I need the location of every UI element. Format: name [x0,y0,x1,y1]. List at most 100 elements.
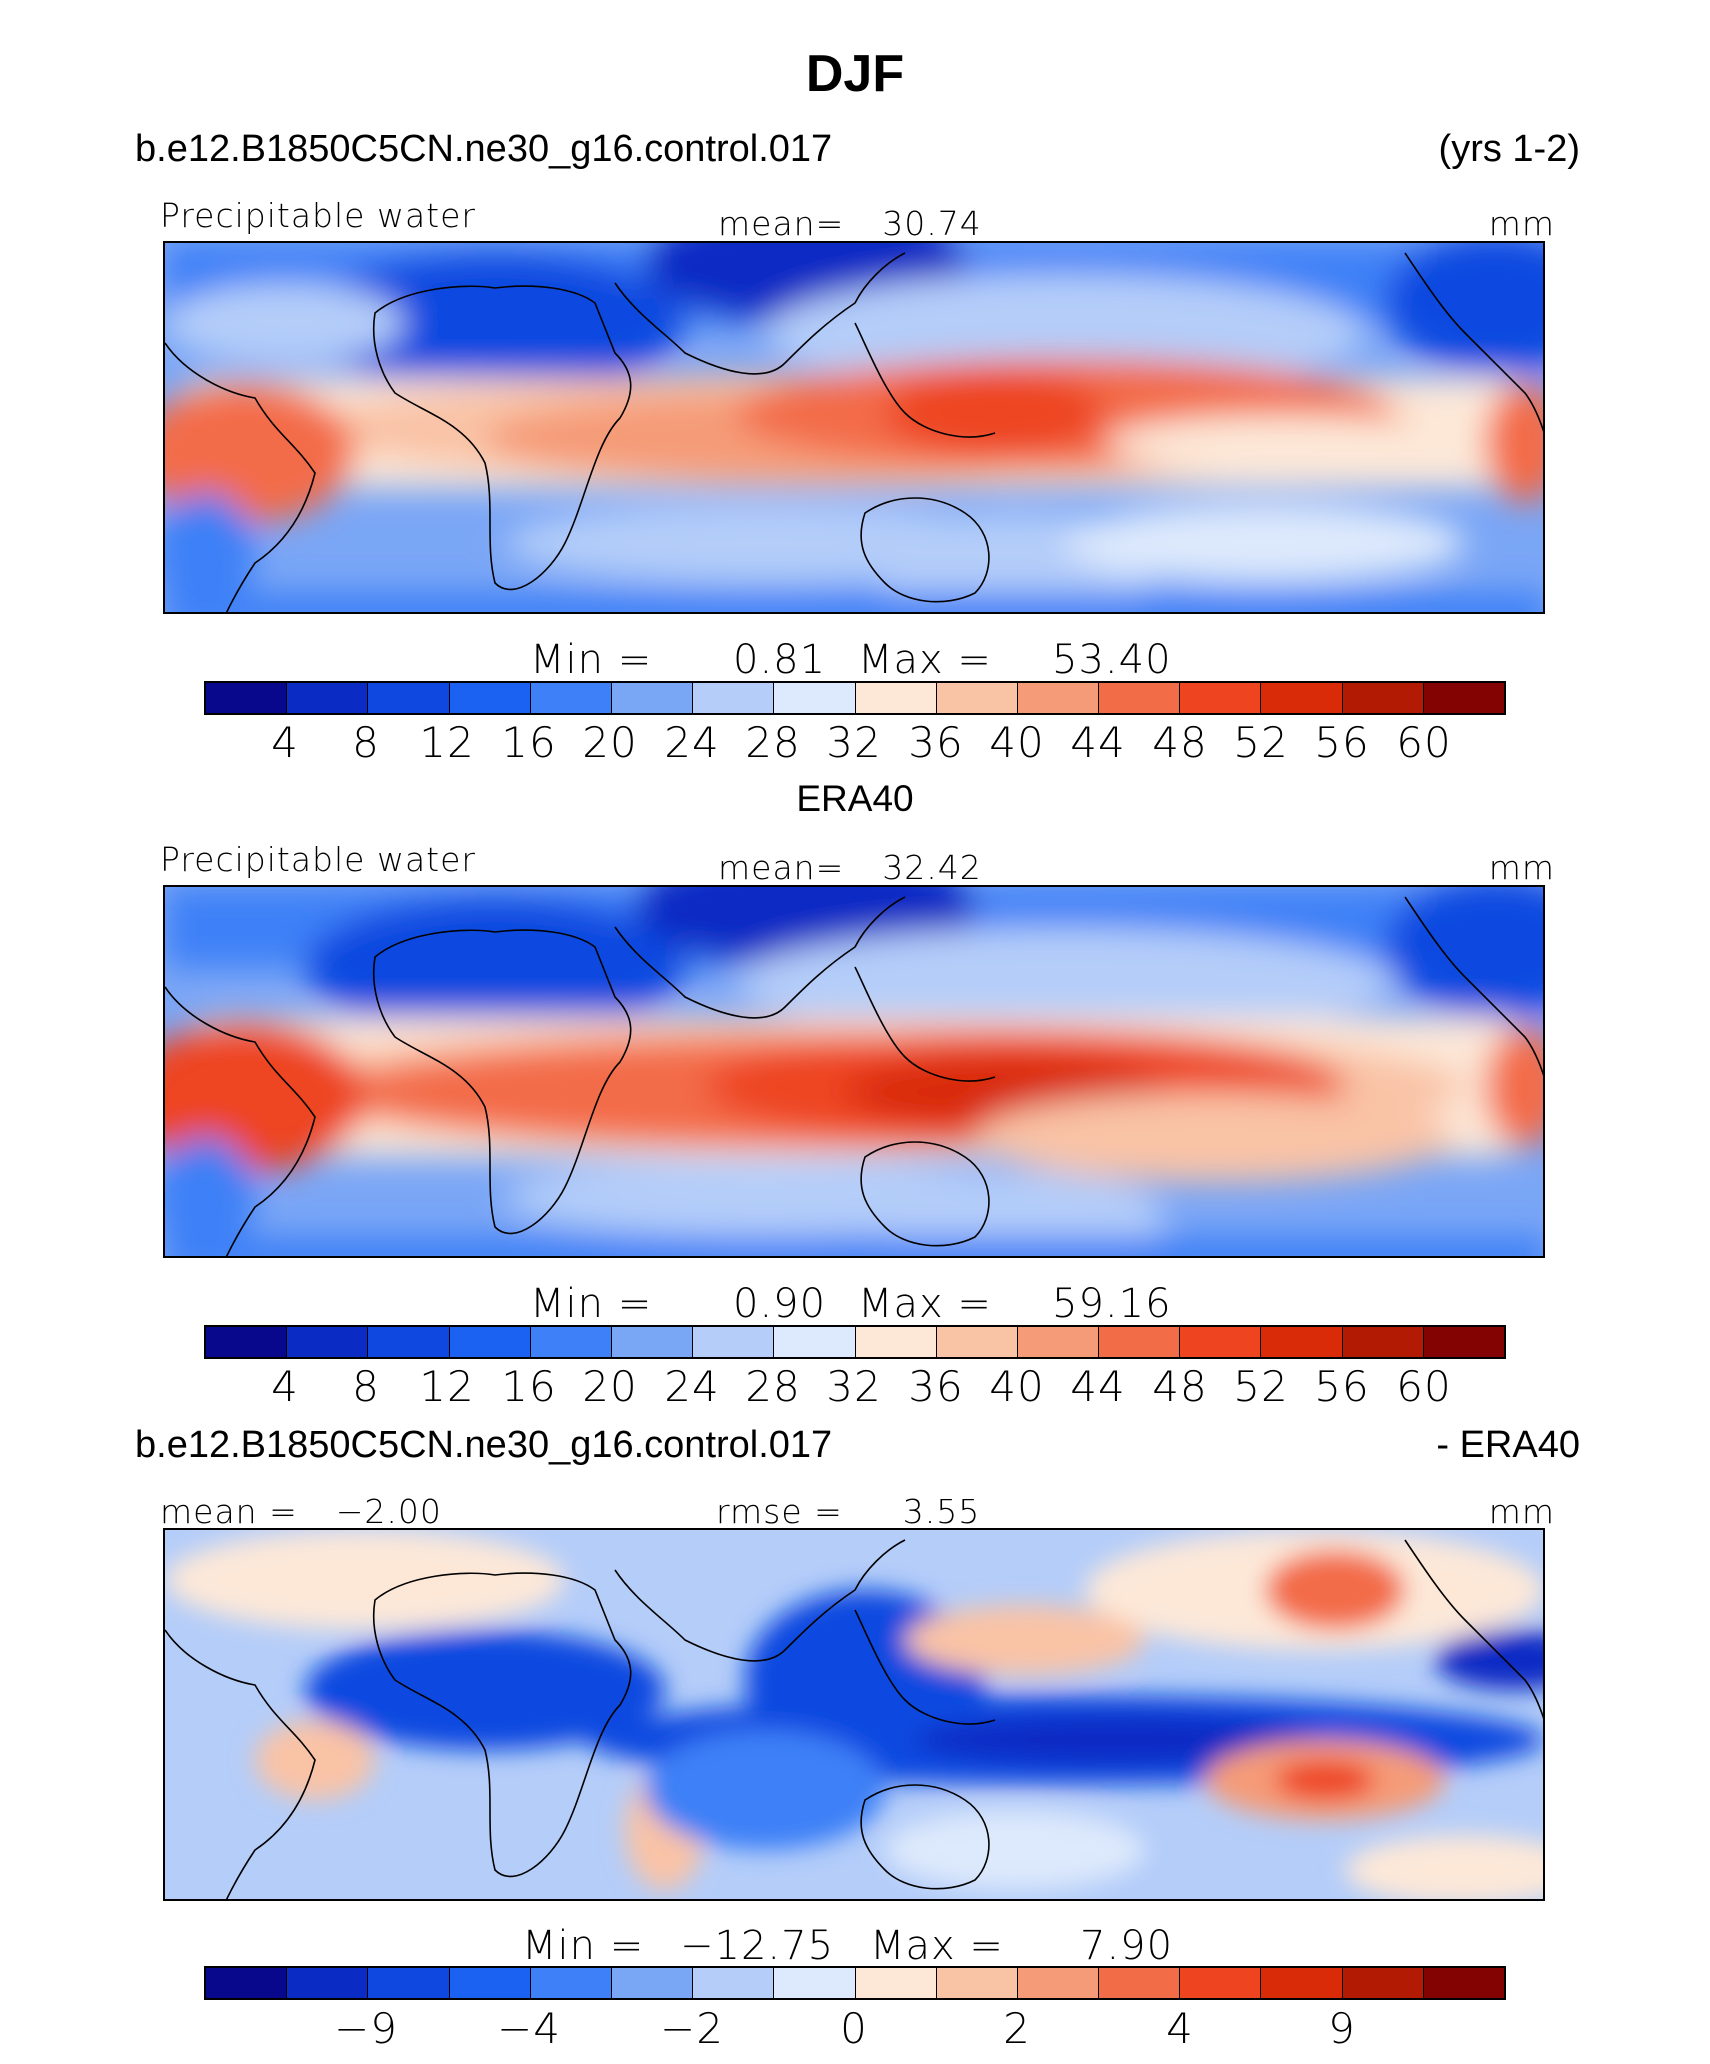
panel3-map-field [165,1530,1543,1899]
color-box [1342,1327,1424,1357]
color-box [449,1327,531,1357]
indonesia-coastline [854,322,996,438]
panel2-tick: 56 [1314,1362,1370,1411]
panel2-tick: 36 [908,1362,964,1411]
color-box [774,683,856,713]
panel1-tick: 48 [1152,718,1208,767]
panel3-map [163,1528,1545,1901]
panel2-max-value: 59.16 [1052,1281,1172,1327]
panel2-tick: 44 [1070,1362,1126,1411]
panel2-tick: 48 [1152,1362,1208,1411]
panel1-min-label: Min = [530,637,653,683]
panel1-tick: 20 [582,718,638,767]
figure-title: DJF [805,45,905,103]
panel2-tick: 60 [1396,1362,1452,1411]
indonesia-coastline [854,966,996,1082]
panel3-mean-label: mean = −2.00 [160,1492,442,1531]
color-box [1261,1968,1343,1998]
panel1-mean-label: mean= 30.74 [718,204,982,243]
panel1-tick: 44 [1070,718,1126,767]
color-box [1423,1968,1504,1998]
panel3-tick: −4 [497,2004,561,2053]
color-box [1423,1327,1504,1357]
panel2-tick: 32 [826,1362,882,1411]
panel1-variable-label: Precipitable water [160,196,476,235]
panel1-tick: 56 [1314,718,1370,767]
panel2-tick: 8 [352,1362,380,1411]
color-box [1261,683,1343,713]
color-box [774,1327,856,1357]
africa-coastline [372,1572,632,1878]
color-box [368,1327,450,1357]
indonesia-coastline [854,1609,996,1725]
color-box [1180,1968,1262,1998]
south-america-coastline [165,986,316,1256]
panel1-tick: 28 [745,718,801,767]
color-box [1180,1327,1262,1357]
color-box [1180,683,1262,713]
color-box [774,1968,856,1998]
color-box [855,683,937,713]
panel2-tick: 52 [1233,1362,1289,1411]
color-box [449,1968,531,1998]
panel2-variable-label: Precipitable water [160,840,476,879]
panel3-header-right: - ERA40 [1436,1424,1580,1466]
panel2-mean-label: mean= 32.42 [718,848,982,887]
color-box [693,1327,775,1357]
color-box [287,683,369,713]
north-america-coastline [1404,1539,1543,1720]
panel1-colorbar [204,681,1506,715]
panel3-tick: −9 [334,2004,398,2053]
color-box [855,1327,937,1357]
color-box [368,1968,450,1998]
panel1-units: mm [1488,204,1555,243]
panel3-header-left: b.e12.B1850C5CN.ne30_g16.control.017 [135,1424,833,1466]
color-box [206,1968,288,1998]
panel3-tick: 2 [1003,2004,1031,2053]
panel3-rmse-label: rmse = 3.55 [716,1492,981,1531]
color-box [936,1327,1018,1357]
panel1-tick: 36 [908,718,964,767]
color-box [693,1968,775,1998]
north-america-coastline [1404,896,1543,1077]
south-america-coastline [165,342,316,612]
panel3-tick: 0 [840,2004,868,2053]
asia-coastline [614,896,906,1019]
panel2-tick: 12 [419,1362,475,1411]
color-box [368,683,450,713]
color-box [1099,1968,1181,1998]
panel2-header: ERA40 [796,778,914,819]
panel3-min-label: Min = [522,1923,645,1969]
panel2-tick: 24 [664,1362,720,1411]
color-box [1017,1968,1100,1998]
color-box [611,1327,694,1357]
australia-coastline [860,1141,990,1247]
panel1-tick: 4 [271,718,299,767]
africa-coastline [372,929,632,1235]
color-box [287,1968,369,1998]
color-box [530,683,612,713]
panel2-tick: 20 [582,1362,638,1411]
panel3-units: mm [1488,1492,1555,1531]
color-box [206,683,288,713]
color-box [449,683,531,713]
panel1-map-field [165,243,1543,612]
case-name: b.e12.B1850C5CN.ne30_g16.control.017 [135,128,833,170]
australia-coastline [860,497,990,603]
panel1-tick: 60 [1396,718,1452,767]
panel1-tick: 12 [419,718,475,767]
color-box [611,683,694,713]
color-box [1099,1327,1181,1357]
panel2-min-value: 0.90 [733,1281,827,1327]
color-box [936,683,1018,713]
south-america-coastline [165,1629,316,1899]
asia-coastline [614,252,906,375]
panel1-tick: 16 [501,718,557,767]
australia-coastline [860,1784,990,1890]
panel2-tick: 4 [271,1362,299,1411]
north-america-coastline [1404,252,1543,433]
asia-coastline [614,1539,906,1662]
color-box [530,1968,612,1998]
color-box [936,1968,1018,1998]
panel3-tick: −2 [660,2004,724,2053]
